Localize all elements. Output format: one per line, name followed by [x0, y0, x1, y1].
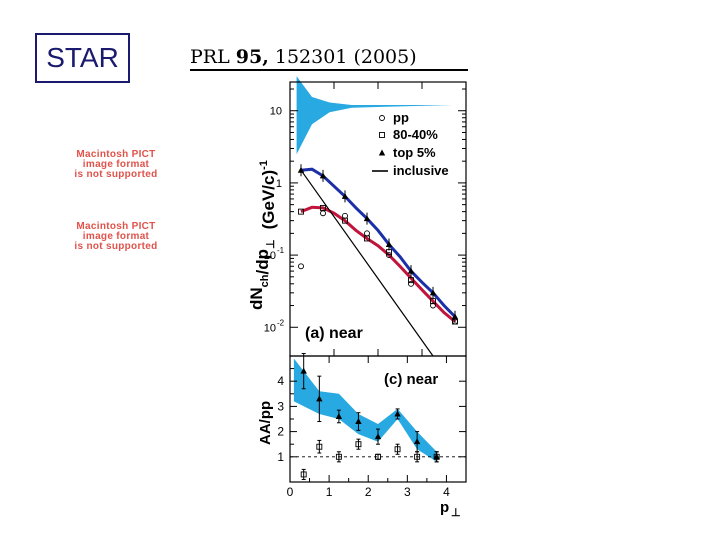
y-title-part-sub1: ch: [259, 274, 271, 287]
legend-label: 80-40%: [393, 127, 438, 142]
point-ratio-central: [316, 395, 323, 402]
central-fit-curve: [300, 167, 457, 318]
paper-reference: PRL 95, 152301 (2005): [190, 46, 417, 68]
y-tick-label-exp: -1: [277, 246, 285, 255]
pict-placeholder-2: Macintosh PICT image format is not suppo…: [27, 222, 205, 252]
x-tick-label-c: 3: [404, 485, 411, 499]
point-ratio-peripheral: [335, 453, 342, 460]
pict-line: image format: [82, 231, 150, 242]
x-tick-label-c: 0: [287, 485, 294, 499]
point-top-5-: [341, 192, 349, 199]
pict-placeholder-1: Macintosh PICT image format is not suppo…: [27, 150, 205, 180]
point-ratio-peripheral: [433, 453, 440, 460]
y-tick-label-exp: -2: [277, 318, 285, 327]
panel-a-curves: [297, 164, 459, 356]
point-ratio-peripheral: [394, 446, 401, 453]
x-tick-label-c: 2: [365, 485, 372, 499]
peripheral-fit-curve: [300, 205, 456, 323]
ref-journal: PRL: [190, 46, 230, 68]
legend-marker: [378, 149, 386, 156]
legend-marker: [379, 132, 385, 138]
point-ratio-peripheral: [316, 443, 323, 450]
point-ratio-peripheral: [355, 441, 362, 448]
point-pp: [452, 318, 458, 325]
pict-line: is not supported: [74, 169, 158, 180]
y-tick-label-c: 3: [277, 399, 284, 413]
point-ratio-central: [394, 410, 401, 417]
point-ratio-peripheral: [414, 453, 421, 460]
pict-line: Macintosh PICT: [76, 221, 156, 232]
panel-c-label: (c) near: [384, 371, 438, 388]
panel-c-frame: [289, 355, 467, 483]
inclusive-line: [300, 169, 434, 356]
point-top-5-: [429, 289, 437, 296]
pp-uncertainty-band-c: [293, 358, 437, 462]
y-title-part-mid: /dp: [253, 249, 272, 275]
x-tick-label-c: 4: [443, 485, 450, 499]
y-title-part-unit: (GeV/c): [259, 170, 278, 230]
point-top-5-: [451, 313, 459, 320]
point-pp: [408, 280, 414, 287]
point-80-40-: [298, 208, 304, 215]
y-tick-label-c: 1: [277, 450, 284, 464]
point-pp: [298, 263, 304, 270]
panel-a-ticks: [289, 82, 467, 356]
panel-a-label: (a) near: [305, 325, 363, 342]
y-tick-label-a: 10: [264, 250, 276, 262]
point-80-40-: [386, 249, 392, 256]
point-pp: [342, 212, 348, 219]
x-tick-label-c: 1: [326, 485, 333, 499]
ref-volume: 95,: [235, 46, 269, 68]
point-ratio-central: [355, 418, 362, 425]
legend-marker: [379, 115, 385, 121]
point-top-5-: [319, 172, 327, 179]
point-pp: [430, 302, 436, 309]
reference-underline: [190, 69, 468, 71]
point-pp: [320, 210, 326, 217]
x-axis-title: p: [440, 499, 449, 516]
x-axis-title-sub: ⊥: [451, 507, 461, 519]
legend-label: pp: [393, 110, 409, 125]
legend-label: top 5%: [393, 145, 436, 160]
y-tick-label-a: 10: [264, 322, 276, 334]
point-top-5-: [385, 241, 393, 248]
point-ratio-central: [413, 438, 421, 445]
point-top-5-: [363, 215, 371, 222]
y-axis-title-a: dNch/dp⊥ (GeV/c)-1: [247, 160, 278, 310]
point-80-40-: [430, 298, 436, 305]
point-top-5-: [297, 166, 305, 173]
point-top-5-: [407, 267, 415, 274]
point-ratio-central: [374, 433, 382, 440]
point-ratio-peripheral: [375, 453, 381, 460]
pict-line: image format: [82, 159, 150, 170]
legend-label: inclusive: [393, 163, 449, 178]
y-title-part-main: dN: [247, 287, 266, 310]
y-tick-label-a: 10: [270, 106, 282, 118]
point-pp: [386, 252, 392, 259]
point-80-40-: [408, 277, 414, 284]
y-tick-label-a: 1: [276, 178, 282, 190]
panel-a-frame: [289, 81, 467, 357]
point-ratio-peripheral: [300, 471, 307, 478]
y-title-part-sup: -1: [258, 160, 270, 170]
y-title-part-sub2: ⊥: [265, 239, 277, 249]
y-tick-label-c: 2: [277, 425, 284, 439]
pict-line: Macintosh PICT: [76, 149, 156, 160]
ref-page-year: 152301 (2005): [274, 46, 417, 68]
star-label: STAR: [46, 42, 119, 73]
pict-line: is not supported: [74, 241, 158, 252]
point-ratio-central: [335, 412, 343, 419]
point-pp: [364, 230, 370, 237]
y-tick-label-c: 4: [277, 374, 284, 388]
pp-uncertainty-band-a: [296, 76, 453, 155]
y-axis-title-c: AA/pp: [257, 401, 274, 445]
star-logo-box: STAR: [35, 33, 130, 83]
point-ratio-central: [300, 367, 307, 374]
